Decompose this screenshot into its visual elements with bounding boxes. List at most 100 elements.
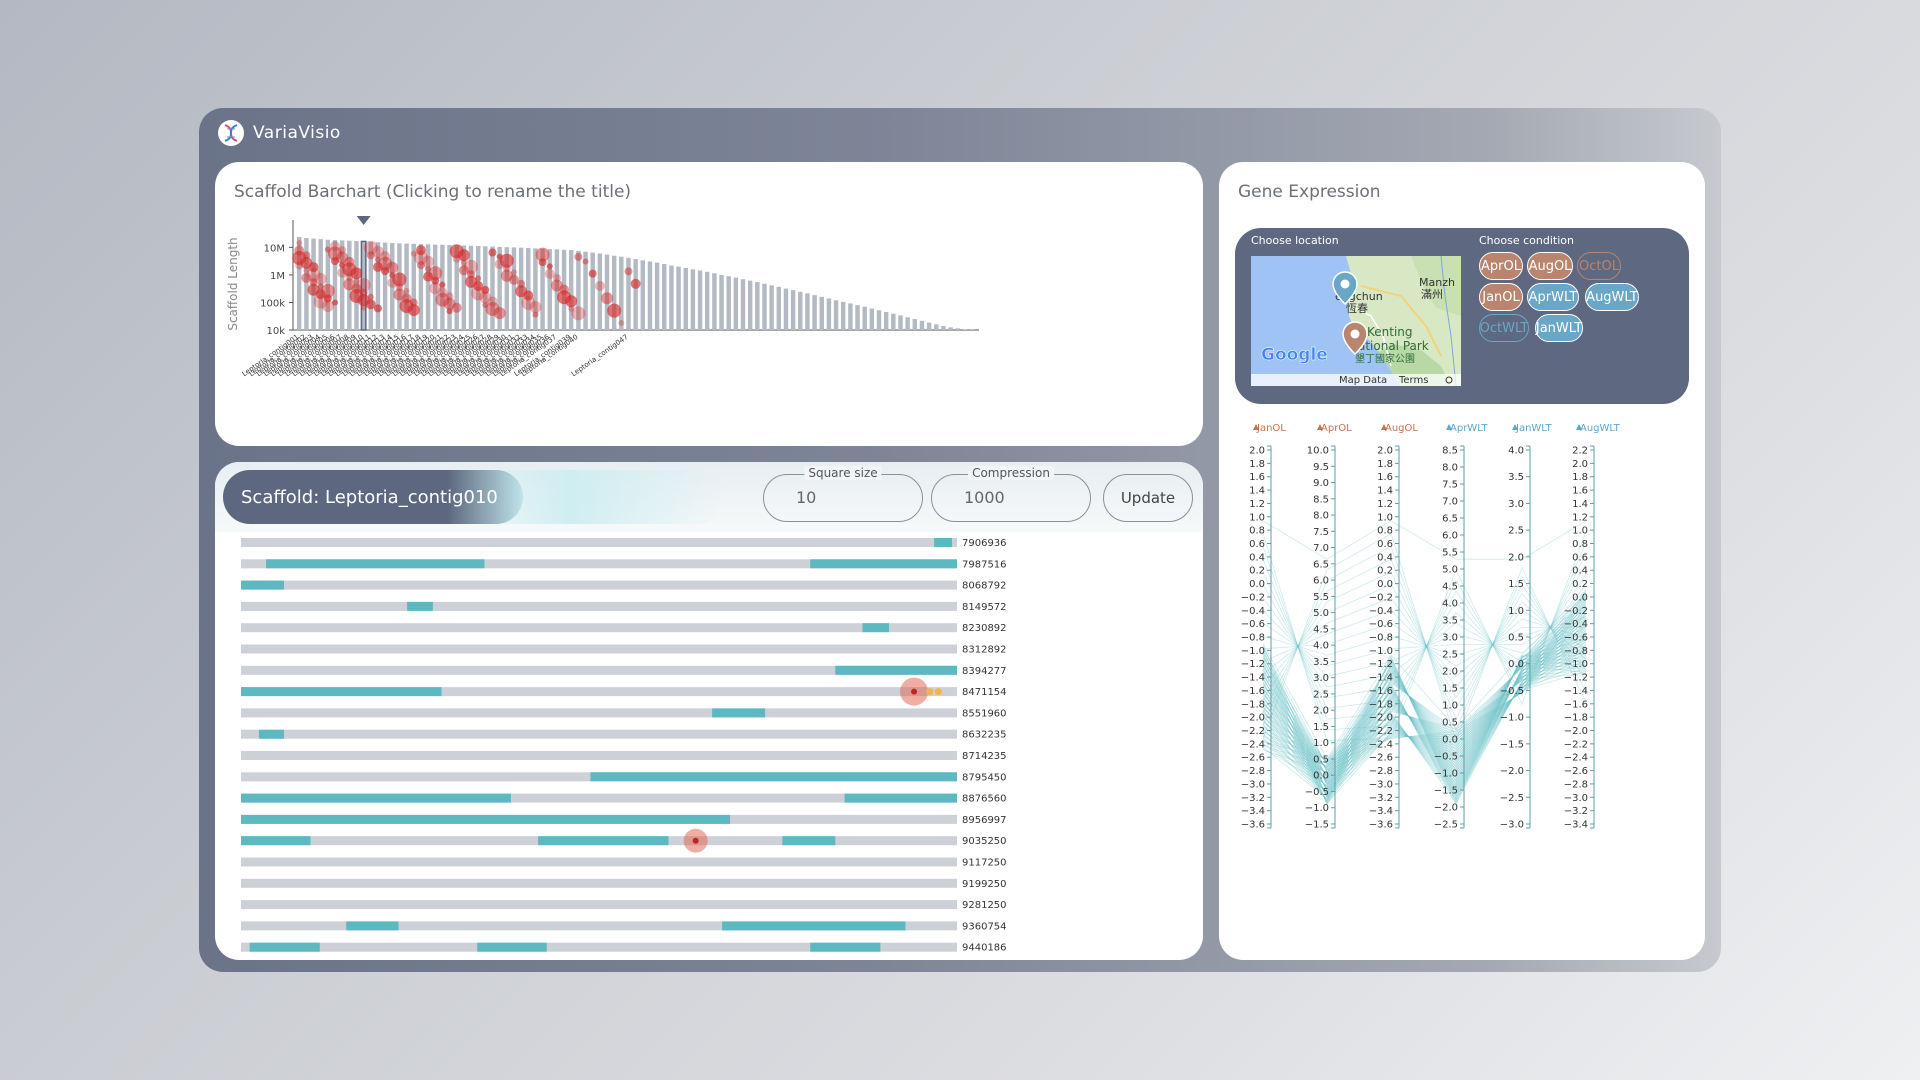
scaffold-segment[interactable] [722, 921, 906, 931]
scaffold-bar[interactable] [962, 329, 968, 330]
scaffold-bar[interactable] [454, 245, 459, 330]
axis-sort-icon[interactable] [1253, 424, 1259, 430]
condition-chip-augwlt[interactable]: AugWLT [1585, 283, 1639, 311]
scaffold-bar[interactable] [769, 285, 774, 330]
scaffold-bar[interactable] [805, 293, 810, 330]
scaffold-bar[interactable] [841, 301, 846, 330]
scaffold-bar[interactable] [418, 244, 424, 330]
condition-chip-octwlt[interactable]: OctWLT [1479, 314, 1529, 342]
scaffold-bar[interactable] [339, 240, 345, 330]
condition-chip-janwlt[interactable]: JanWLT [1535, 314, 1583, 342]
scaffold-segment[interactable] [590, 772, 957, 782]
scaffold-row[interactable]: 8149572 [241, 601, 1007, 613]
scaffold-row[interactable]: 8632235 [241, 729, 1007, 741]
update-button[interactable]: Update [1103, 474, 1193, 522]
scaffold-bar[interactable] [390, 242, 395, 330]
scaffold-bar[interactable] [569, 250, 574, 330]
scaffold-bar[interactable] [497, 246, 502, 330]
scaffold-bar[interactable] [869, 308, 875, 330]
scaffold-bar[interactable] [740, 279, 746, 330]
scaffold-row[interactable]: 9199250 [241, 878, 1007, 890]
scaffold-bar[interactable] [447, 245, 452, 330]
axis-sort-icon[interactable] [1446, 424, 1452, 430]
scaffold-bar[interactable] [855, 305, 860, 330]
scaffold-bar[interactable] [919, 320, 925, 330]
scaffold-bar[interactable] [776, 286, 782, 330]
square-size-input[interactable] [794, 487, 898, 508]
scaffold-segment[interactable] [538, 836, 669, 846]
scaffold-row[interactable]: 8714235 [241, 751, 1007, 762]
scaffold-row[interactable]: 9440186 [241, 942, 1007, 954]
scaffold-bar[interactable] [360, 240, 367, 331]
axis-aprwlt[interactable]: AprWLT 8.5 8.0 7.5 7.0 6.5 6.0 5.5 5.0 4.5 4.0 3.5 3… [1434, 423, 1489, 831]
scaffold-bar[interactable] [669, 265, 674, 330]
scaffold-bar[interactable] [719, 274, 724, 330]
scaffold-segment[interactable] [266, 559, 485, 569]
map-pin-wlt-icon[interactable] [1332, 271, 1358, 306]
scaffold-bar[interactable] [926, 322, 932, 330]
scaffold-bar[interactable] [382, 242, 388, 330]
scaffold-bar[interactable] [547, 249, 552, 330]
scaffold-bar[interactable] [433, 244, 438, 330]
scaffold-bar[interactable] [368, 241, 374, 330]
compression-input[interactable] [962, 487, 1066, 508]
scaffold-bar[interactable] [790, 290, 796, 330]
condition-chip-janol[interactable]: JanOL [1479, 283, 1523, 311]
scaffold-segment[interactable] [782, 836, 836, 846]
axis-janwlt[interactable]: JanWLT 4.0 3.5 3.0 2.5 2.0 1.5 1.0 0.5 0.0 −0.5 −1.… [1500, 423, 1553, 831]
scaffold-bar[interactable] [747, 280, 753, 330]
scaffold-bar[interactable] [934, 324, 939, 330]
scaffold-bar[interactable] [848, 303, 853, 330]
axis-sort-icon[interactable] [1317, 424, 1323, 430]
condition-chip-aprol[interactable]: AprOL [1479, 252, 1523, 280]
scaffold-segment[interactable] [249, 942, 320, 952]
scaffold-segment[interactable] [346, 921, 399, 931]
scaffold-bar[interactable] [862, 306, 867, 330]
scaffold-segment[interactable] [862, 623, 889, 633]
scaffold-row[interactable]: 8471154 [241, 687, 1007, 698]
scaffold-bar[interactable] [690, 269, 696, 330]
scaffold-segment[interactable] [712, 708, 766, 718]
scaffold-bar[interactable] [297, 236, 302, 330]
scaffold-bar[interactable] [705, 271, 710, 330]
scaffold-segment[interactable] [241, 793, 511, 803]
scaffold-bar[interactable] [955, 328, 960, 330]
axis-augol[interactable]: AugOL 2.0 1.8 1.6 1.4 1.2 1.0 0.8 0.6 0.4 0.2 0.0 −0… [1369, 423, 1419, 831]
scaffold-row[interactable]: 8394277 [241, 665, 1007, 677]
scaffold-bar[interactable] [597, 253, 603, 330]
scaffold-bar[interactable] [762, 283, 767, 330]
scaffold-bar[interactable] [626, 257, 631, 330]
scaffold-bar[interactable] [898, 315, 903, 330]
axis-augwlt[interactable]: AugWLT 2.2 2.0 1.8 1.6 1.4 1.2 1.0 0.8 0.6 0.4 0.2 0… [1564, 423, 1621, 831]
scaffold-bar[interactable] [812, 295, 817, 330]
axis-sort-icon[interactable] [1576, 424, 1582, 430]
map-pin-ol-icon[interactable] [1342, 321, 1368, 356]
scaffold-bar[interactable] [798, 291, 803, 330]
scaffold-row[interactable]: 7906936 [241, 538, 1007, 549]
scaffold-row[interactable]: 9360754 [241, 921, 1007, 932]
scaffold-bar[interactable] [905, 317, 910, 330]
square-size-field[interactable]: Square size [763, 466, 923, 522]
location-map[interactable]: Manzh 滿州 engchun 恆春 Kenting National Par… [1251, 256, 1461, 386]
scaffold-bar[interactable] [912, 319, 918, 330]
scaffold-bar[interactable] [490, 246, 495, 330]
map-settings-icon[interactable] [1445, 376, 1453, 384]
scaffold-bar[interactable] [819, 296, 824, 330]
scaffold-bar[interactable] [941, 325, 946, 330]
scaffold-bar[interactable] [619, 256, 624, 330]
scaffold-bar[interactable] [425, 244, 431, 330]
scaffold-row[interactable]: 9035250 [241, 836, 1007, 847]
scaffold-bar[interactable] [511, 247, 517, 330]
scaffold-bar[interactable] [948, 327, 953, 330]
scaffold-bar[interactable] [411, 243, 416, 330]
scaffold-bar[interactable] [468, 245, 474, 330]
axis-aprol[interactable]: AprOL 10.0 9.5 9.0 8.5 8.0 7.5 7.0 6.5 6.0 5.5 5.0 4… [1305, 423, 1352, 831]
scaffold-segment[interactable] [241, 814, 731, 824]
scaffold-bar[interactable] [404, 243, 409, 330]
scaffold-bar[interactable] [647, 261, 653, 330]
scaffold-segment[interactable] [241, 836, 311, 846]
scaffold-row[interactable]: 8312892 [241, 644, 1007, 656]
scaffold-segment[interactable] [241, 580, 284, 590]
scaffold-bar[interactable] [826, 298, 832, 330]
map-terms-link[interactable]: Terms [1398, 375, 1428, 386]
